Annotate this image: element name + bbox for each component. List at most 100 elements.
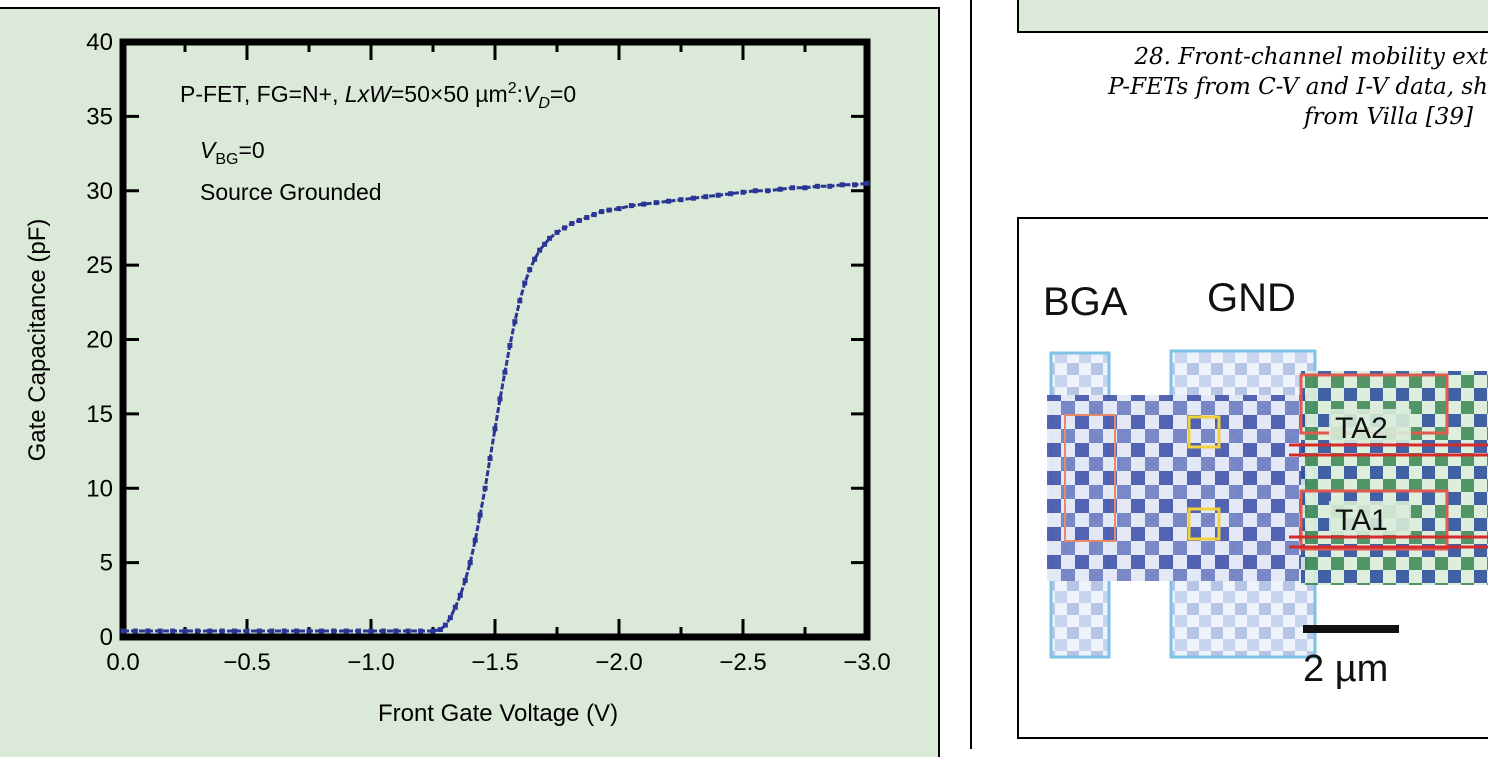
x-axis-label: Front Gate Voltage (V) bbox=[378, 700, 618, 727]
data-point bbox=[703, 194, 709, 200]
data-point bbox=[827, 183, 833, 189]
data-point bbox=[537, 247, 543, 253]
data-point bbox=[368, 628, 374, 634]
caption-line-1: 28. Front-channel mobility ext bbox=[1134, 44, 1488, 70]
data-point bbox=[447, 615, 453, 621]
label-gnd: GND bbox=[1207, 276, 1296, 320]
data-point bbox=[194, 628, 200, 634]
y-axis-label: Gate Capacitance (pF) bbox=[24, 219, 51, 462]
cv-chart: 0.0 −0.5 −1.0 −1.5 −2.0 −2.5 −3.0 0 5 10 15 20 25 30… bbox=[24, 29, 891, 727]
data-point bbox=[527, 267, 533, 273]
plot-area bbox=[119, 38, 871, 641]
data-point bbox=[487, 456, 493, 461]
data-point bbox=[132, 628, 138, 634]
data-point bbox=[599, 209, 605, 215]
data-point bbox=[331, 628, 337, 634]
annotation-vbg: VBG=0 bbox=[200, 137, 265, 168]
data-point bbox=[477, 512, 483, 518]
layout-drawing: BGA GND TA2 TA1 2 µm bbox=[1043, 276, 1488, 690]
contact-2 bbox=[1187, 507, 1221, 541]
data-point bbox=[628, 203, 634, 209]
contact-1 bbox=[1187, 415, 1221, 449]
x-tick-label: −1.5 bbox=[471, 649, 518, 676]
data-point bbox=[442, 622, 448, 628]
active-region bbox=[1047, 395, 1307, 581]
figure-caption: 28. Front-channel mobility ext P-FETs fr… bbox=[1010, 42, 1488, 132]
data-point bbox=[356, 628, 362, 634]
scale-label: 2 µm bbox=[1303, 648, 1388, 690]
y-tick-label: 0 bbox=[100, 624, 113, 651]
data-point bbox=[584, 215, 590, 221]
data-point bbox=[343, 628, 349, 634]
y-tick-label: 10 bbox=[86, 475, 113, 502]
data-point bbox=[393, 628, 399, 634]
x-ticks: 0.0 −0.5 −1.0 −1.5 −2.0 −2.5 −3.0 bbox=[106, 42, 891, 676]
data-point bbox=[318, 628, 324, 634]
data-point bbox=[814, 183, 820, 189]
data-point bbox=[256, 628, 262, 634]
x-tick-label: 0.0 bbox=[106, 649, 139, 676]
data-point bbox=[728, 191, 734, 197]
series-cv bbox=[120, 180, 870, 634]
data-point bbox=[497, 396, 503, 402]
data-point bbox=[715, 192, 721, 198]
data-point bbox=[170, 628, 176, 634]
data-point bbox=[219, 628, 225, 634]
data-point bbox=[839, 182, 845, 188]
label-ta1: TA1 bbox=[1335, 504, 1388, 537]
y-ticks: 0 5 10 15 20 25 30 35 40 bbox=[86, 29, 867, 651]
data-point bbox=[852, 182, 858, 188]
data-point bbox=[232, 628, 238, 634]
data-point bbox=[542, 241, 548, 247]
data-point bbox=[616, 206, 622, 212]
data-point bbox=[740, 189, 746, 195]
top-figure-box bbox=[1017, 0, 1488, 33]
data-point bbox=[690, 195, 696, 201]
data-point bbox=[547, 235, 553, 241]
x-tick-label: −2.5 bbox=[719, 649, 766, 676]
scale-bar bbox=[1303, 625, 1399, 633]
annotation-device: P-FET, FG=N+, LxW=50×50 µm2:VD=0 bbox=[180, 80, 576, 112]
data-point bbox=[492, 426, 498, 432]
data-point bbox=[777, 186, 783, 192]
data-point bbox=[482, 485, 488, 491]
data-point bbox=[512, 319, 518, 325]
data-point bbox=[207, 628, 213, 634]
data-point bbox=[569, 220, 575, 226]
data-point bbox=[452, 604, 458, 610]
data-point bbox=[561, 225, 567, 231]
data-point bbox=[157, 628, 163, 634]
data-point bbox=[752, 188, 758, 194]
data-point bbox=[281, 628, 287, 634]
data-point bbox=[802, 185, 808, 191]
data-point bbox=[472, 537, 478, 543]
data-point bbox=[554, 229, 560, 235]
data-point bbox=[380, 628, 386, 634]
caption-line-3: from Villa [39] bbox=[1304, 104, 1473, 130]
data-point bbox=[269, 628, 275, 634]
data-point bbox=[502, 369, 508, 375]
x-tick-label: −3.0 bbox=[843, 649, 890, 676]
data-point bbox=[678, 197, 684, 203]
y-tick-label: 35 bbox=[86, 103, 113, 130]
data-point bbox=[522, 280, 528, 286]
data-point bbox=[182, 628, 188, 634]
label-ta2: TA2 bbox=[1335, 412, 1388, 445]
y-tick-label: 25 bbox=[86, 252, 113, 279]
data-point bbox=[641, 201, 647, 207]
x-tick-label: −2.0 bbox=[595, 649, 642, 676]
outline-1 bbox=[1064, 414, 1116, 542]
data-point bbox=[765, 188, 771, 194]
data-point bbox=[437, 627, 443, 633]
y-tick-label: 30 bbox=[86, 178, 113, 205]
caption-line-2: P-FETs from C-V and I-V data, sh bbox=[1108, 74, 1488, 100]
x-tick-label: −0.5 bbox=[223, 649, 270, 676]
data-point bbox=[294, 628, 300, 634]
data-point bbox=[517, 298, 523, 304]
data-point bbox=[418, 628, 424, 634]
device-region bbox=[1301, 371, 1488, 585]
annotation-source: Source Grounded bbox=[200, 179, 382, 205]
data-point bbox=[507, 342, 513, 348]
label-ta1-bg bbox=[1329, 501, 1411, 535]
y-tick-label: 20 bbox=[86, 327, 113, 354]
